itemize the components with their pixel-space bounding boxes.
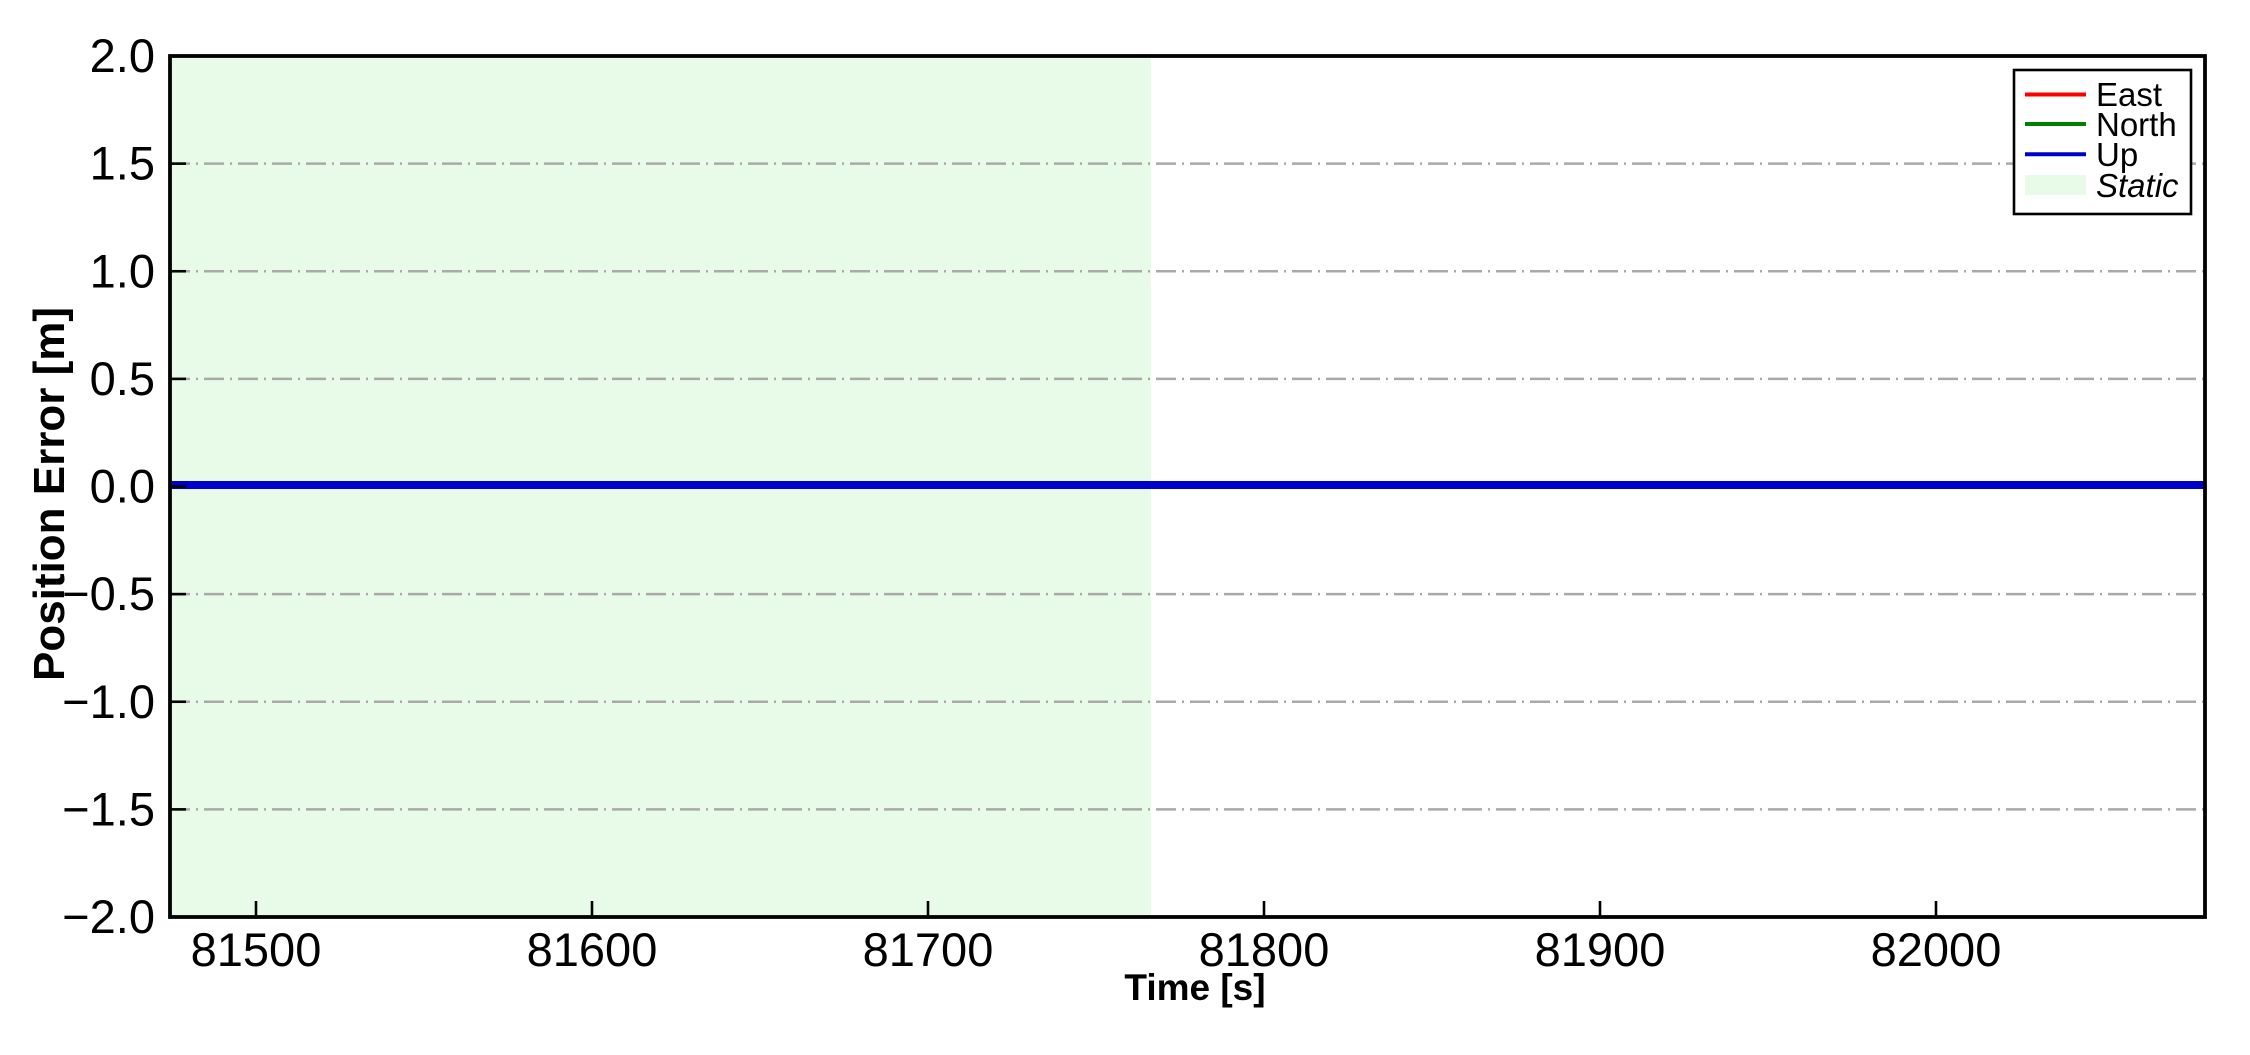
svg-text:−0.5: −0.5 xyxy=(62,567,155,620)
svg-text:82000: 82000 xyxy=(1871,923,2002,976)
svg-text:0.5: 0.5 xyxy=(90,352,155,405)
svg-text:Static: Static xyxy=(2096,167,2179,204)
svg-text:Time [s]: Time [s] xyxy=(1124,967,1265,1008)
svg-text:81700: 81700 xyxy=(863,923,994,976)
svg-text:Position Error [m]: Position Error [m] xyxy=(25,307,74,681)
svg-text:−1.0: −1.0 xyxy=(62,675,155,728)
svg-text:0.0: 0.0 xyxy=(90,460,155,513)
svg-text:1.5: 1.5 xyxy=(90,137,155,190)
svg-text:81600: 81600 xyxy=(527,923,658,976)
svg-text:81500: 81500 xyxy=(191,923,322,976)
svg-text:−1.5: −1.5 xyxy=(62,782,155,835)
svg-text:2.0: 2.0 xyxy=(90,29,155,82)
svg-text:81900: 81900 xyxy=(1535,923,1666,976)
svg-text:−2.0: −2.0 xyxy=(62,890,155,943)
svg-text:1.0: 1.0 xyxy=(90,244,155,297)
